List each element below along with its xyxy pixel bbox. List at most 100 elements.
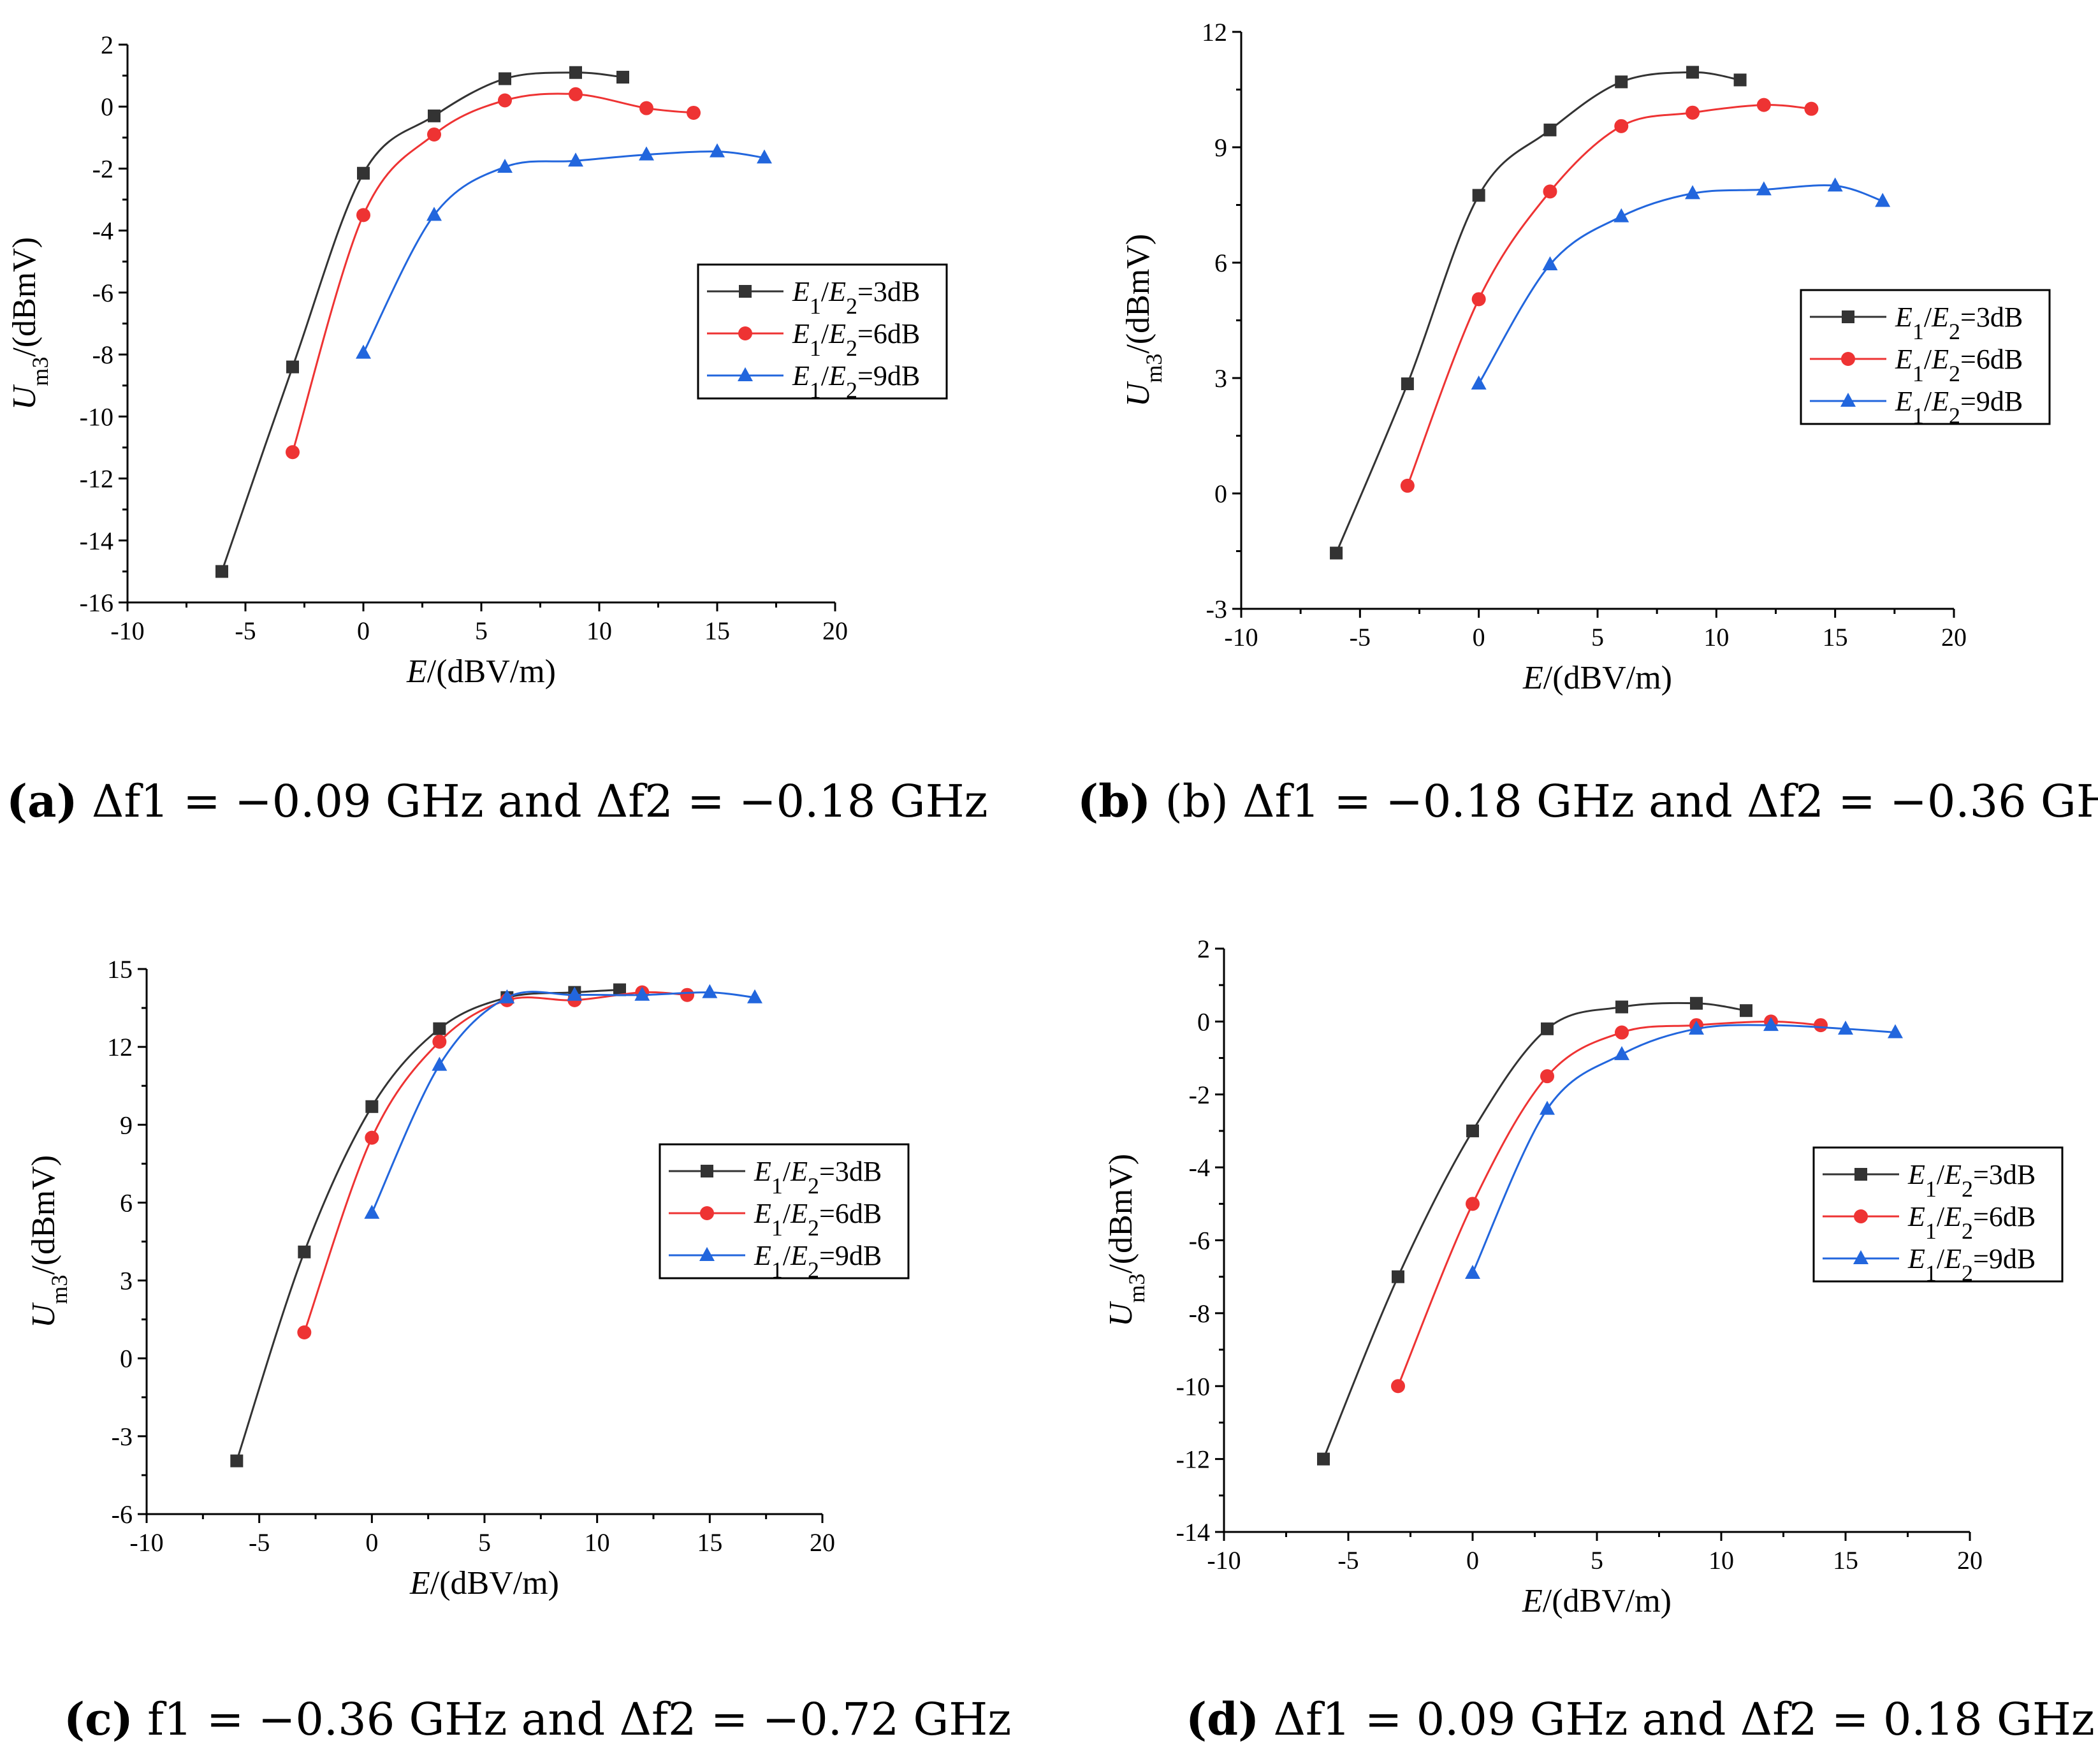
data-point-3 [1685,185,1701,200]
x-tick-label: 15 [1823,623,1848,652]
y-axis-title-part: m3 [1141,354,1167,383]
x-tick-label: 5 [475,616,488,645]
caption-a-label: (a) [6,775,78,827]
x-tick-label: -10 [1224,623,1258,652]
chart-c-svg: -10 -5 0 5 10 15 20-6-303691215E/(dBV/m)Um3/(d… [25,955,910,1601]
legend-entry-3-part: =9dB [857,360,920,391]
legend-entry-1-part: E [754,1156,771,1187]
data-point-2 [1466,1197,1480,1211]
data-point-3 [1689,1020,1704,1035]
x-tick-label: 0 [1473,623,1485,652]
legend-entry-2-part: =6dB [1960,344,2023,375]
data-point-1 [1615,75,1628,89]
data-point-3 [426,207,442,221]
legend-entry-3: E1/E2=9dB [1907,1243,2036,1286]
y-tick-label: 0 [1214,479,1227,508]
y-tick-label: -14 [1176,1518,1210,1547]
data-point-1 [1472,189,1485,202]
legend-entry-2-part: =6dB [857,318,920,349]
legend-entry-1-part: / [783,1156,791,1187]
y-axis-title-part: /(dBmV) [6,237,43,357]
caption-d-text: Δf1 = 0.09 GHz and Δf2 = 0.18 GHz [1273,1693,2095,1746]
legend-swatch-marker [1853,1250,1869,1264]
data-point-1 [1543,123,1557,136]
legend-entry-1: E1/E2=3dB [754,1156,882,1199]
legend-entry-2: E1/E2=6dB [792,318,920,361]
x-axis-title: E/(dBV/m) [1522,1583,1672,1619]
caption-d-label: (d) [1186,1693,1260,1746]
data-point-2 [1543,184,1557,199]
data-point-3 [1614,1046,1629,1060]
data-point-1 [1740,1004,1752,1017]
y-tick-label: 12 [1202,18,1227,47]
data-point-2 [1471,292,1486,307]
legend-swatch-marker [738,326,752,340]
y-tick-label: -12 [80,465,113,493]
data-point-3 [757,149,772,164]
y-axis-title-part: m3 [1124,1274,1149,1303]
data-point-2 [297,1325,312,1339]
data-point-2 [687,105,701,120]
caption-b-text: (b) Δf1 = −0.18 GHz and Δf2 = −0.36 GHz [1165,775,2098,827]
x-tick-label: -5 [1337,1546,1359,1575]
y-axis-title-part: /(dBmV) [1103,1154,1139,1274]
caption-c-text: f1 = −0.36 GHz and Δf2 = −0.72 GHz [147,1693,1012,1746]
data-point-2 [286,445,300,460]
y-axis-title-part: U [1120,381,1156,407]
data-point-2 [680,988,694,1002]
legend-entry-3-part: / [783,1240,791,1271]
x-tick-label: 15 [1833,1546,1858,1575]
data-point-3 [567,986,583,1001]
y-axis-title-part: U [6,384,43,410]
y-axis-title-part: m3 [47,1275,72,1304]
y-tick-label: 15 [107,955,133,984]
x-axis-title-part: E [1522,660,1543,696]
y-tick-label: -16 [80,588,113,617]
data-point-3 [1471,375,1487,390]
y-tick-label: -4 [92,217,113,245]
legend-entry-3-part: E [828,360,846,391]
legend-entry-1-part: 2 [1962,1176,1973,1202]
data-point-3 [499,989,515,1003]
x-tick-label: -5 [249,1528,270,1557]
series-line-2 [1397,1020,1821,1387]
legend-entry-2-part: 1 [771,1215,783,1241]
series-line-1 [235,989,620,1461]
y-tick-label: 2 [101,31,113,59]
x-axis-title: E/(dBV/m) [1522,660,1672,696]
legend-entry-2-part: / [821,318,829,349]
legend-entry-2-part: 2 [1962,1218,1973,1244]
legend-entry-2-part: E [1907,1201,1925,1232]
legend-entry-2: E1/E2=6dB [1907,1201,2036,1244]
legend-entry-3-part: 2 [1949,403,1960,428]
y-axis-title-part: /(dBmV) [25,1155,62,1275]
chart-b-svg: -10 -5 0 5 10 15 20-3036912E/(dBV/m)Um3/(dBmV)… [1120,18,2051,696]
x-tick-label: 15 [697,1528,722,1557]
data-point-2 [1614,119,1629,133]
data-point-1 [1401,377,1414,391]
x-tick-label: 10 [586,616,612,645]
legend-entry-3-part: E [1931,386,1949,417]
legend-entry-1-part: E [1907,1159,1925,1190]
y-tick-label: -2 [92,154,113,183]
legend-entry-2-part: E [1895,344,1912,375]
x-tick-label: -10 [1207,1546,1241,1575]
caption-b-label: (b) [1077,775,1151,827]
x-tick-label: -10 [129,1528,163,1557]
legend-entry-2-part: E [754,1198,771,1229]
legend-swatch-marker [739,285,752,298]
data-point-3 [497,159,513,173]
y-tick-label: 0 [120,1345,133,1373]
series-line-1 [1335,71,1740,554]
data-point-3 [1542,256,1558,271]
legend-swatch-marker [1854,1168,1867,1181]
y-tick-label: -14 [80,527,113,555]
data-point-1 [1541,1022,1554,1035]
data-point-1 [215,565,228,578]
x-axis-title-part: /(dBV/m) [1543,1583,1672,1619]
legend-swatch-marker [700,1206,714,1220]
data-point-3 [364,1204,380,1219]
y-tick-label: 0 [101,92,113,121]
caption-d: (d) Δf1 = 0.09 GHz and Δf2 = 0.18 GHz [1186,1693,2095,1746]
